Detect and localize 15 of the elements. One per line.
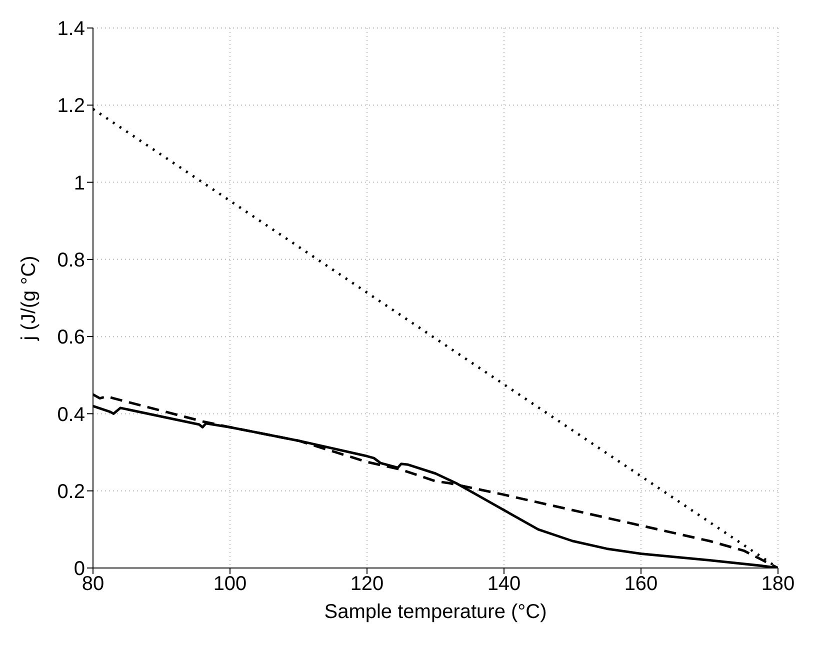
y-tick-label: 1.4 (57, 18, 85, 40)
y-tick-label: 1.2 (57, 95, 85, 118)
x-tick-label: 180 (761, 573, 795, 596)
x-tick-label: 160 (624, 573, 658, 596)
x-tick-label: 140 (487, 573, 521, 596)
x-axis-title: Sample temperature (°C) (324, 601, 547, 623)
y-tick-label: 0.6 (57, 326, 85, 349)
x-tick-label: 120 (350, 573, 384, 596)
x-tick-label: 100 (213, 573, 247, 596)
y-tick-label: 0.4 (57, 404, 85, 426)
y-tick-label: 0.8 (57, 250, 85, 272)
y-tick-label: 1 (74, 172, 85, 194)
y-axis-title: j (J/(g °C) (18, 256, 40, 342)
x-tick-label: 80 (82, 573, 104, 596)
y-tick-label: 0.2 (57, 480, 85, 503)
